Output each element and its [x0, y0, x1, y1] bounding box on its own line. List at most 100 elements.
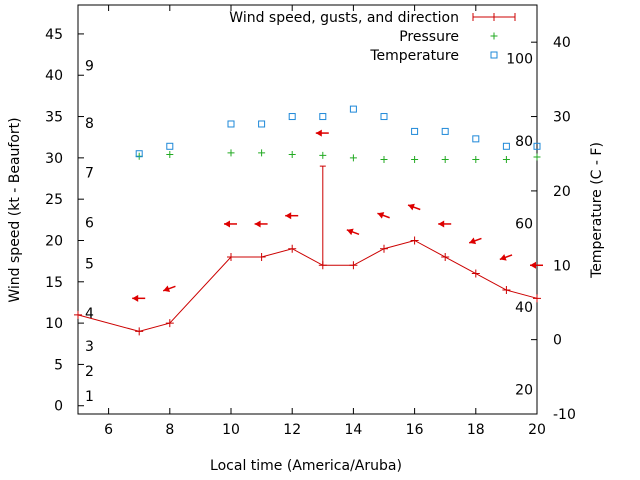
wind-point [257, 253, 266, 262]
fahrenheit-label: 40 [515, 300, 533, 316]
fahrenheit-label: 80 [515, 134, 533, 150]
y-right-tick-label: 0 [553, 333, 562, 349]
beaufort-label: 4 [85, 306, 94, 322]
wind-arrow-head [499, 254, 507, 261]
left-axis-ticks: 0 5 10 15 20 25 30 35 40 45 [45, 27, 84, 415]
x-tick-label: 16 [406, 422, 424, 438]
temperature-point [258, 120, 266, 128]
temperature-point [380, 113, 388, 121]
fahrenheit-label: 20 [515, 382, 533, 398]
legend-label: Temperature [369, 48, 459, 64]
legend-label: Wind speed, gusts, and direction [229, 10, 459, 26]
fahrenheit-label: 100 [506, 52, 533, 68]
x-tick-label: 14 [344, 422, 362, 438]
wind-direction-arrow [285, 212, 299, 220]
temperature-point [135, 150, 143, 158]
wind-direction-arrow [224, 220, 237, 228]
beaufort-label: 6 [85, 215, 94, 231]
pressure-point [319, 151, 327, 159]
pressure-point [288, 151, 296, 159]
wind-arrow-head [254, 220, 261, 228]
wind-arrow-head [224, 220, 230, 228]
pressure-point [166, 151, 174, 159]
temperature-point [411, 127, 419, 135]
y-left-tick-label: 45 [45, 27, 63, 43]
wind-speed-line [77, 239, 538, 332]
wind-direction-arrow [315, 129, 329, 137]
wind-point [471, 269, 480, 278]
beaufort-label: 1 [85, 389, 94, 405]
y-right-tick-label: 40 [553, 35, 571, 51]
wind-direction-arrow [468, 237, 482, 245]
wind-point [380, 244, 388, 253]
legend: Wind speed, gusts, and direction Pressure… [229, 10, 516, 64]
wind-point [165, 319, 174, 328]
legend-label: Pressure [399, 29, 459, 45]
wind-point [533, 294, 541, 303]
x-tick-label: 20 [528, 422, 546, 438]
fahrenheit-labels: 20 40 60 80 100 [506, 52, 533, 399]
wind-point [288, 244, 297, 253]
y-left-tick-label: 25 [45, 192, 63, 208]
pressure-point [258, 149, 266, 157]
temperature-point [288, 113, 296, 121]
wind-point [349, 261, 358, 270]
temperature-point [349, 105, 357, 113]
beaufort-label: 3 [85, 339, 94, 355]
series [74, 105, 543, 336]
y-left-tick-label: 35 [45, 110, 63, 126]
y-right-tick-label: -10 [553, 407, 576, 423]
wind-arrow-head [530, 261, 536, 269]
wind-direction-arrow [162, 285, 176, 293]
wind-point [410, 236, 419, 245]
wind-direction-arrow [438, 220, 452, 228]
x-tick-label: 12 [283, 422, 301, 438]
wind-direction-arrow [499, 254, 513, 261]
x-axis-label: Local time (America/Aruba) [210, 458, 402, 474]
beaufort-label: 2 [85, 364, 94, 380]
y-left-tick-label: 30 [45, 151, 63, 167]
pressure-point [533, 153, 541, 161]
plot-frame [77, 4, 538, 415]
x-tick-label: 10 [222, 422, 240, 438]
wind-arrow-head [438, 220, 445, 228]
y-axis-label-left: Wind speed (kt - Beaufort) [7, 117, 23, 302]
legend-wind-ticks [472, 13, 516, 21]
pressure-point [502, 156, 510, 164]
wind-direction-arrow [346, 228, 360, 236]
x-tick-label: 6 [104, 422, 113, 438]
temperature-point [472, 135, 480, 143]
wind-arrow-head [285, 212, 292, 220]
beaufort-label: 8 [85, 116, 94, 132]
pressure-point [411, 156, 419, 164]
wind-arrow-head [315, 129, 322, 137]
right-axis-ticks: -10 0 10 20 30 40 [531, 35, 576, 423]
wind-point [502, 286, 511, 295]
beaufort-label: 7 [85, 166, 94, 182]
wind-arrow-head [408, 203, 415, 211]
wind-point [441, 253, 450, 262]
y-right-tick-label: 30 [553, 110, 571, 126]
temperature-point [227, 120, 235, 128]
y-left-tick-label: 10 [45, 316, 63, 332]
pressure-point [227, 149, 235, 157]
y-right-tick-label: 10 [553, 258, 571, 274]
temperature-point [441, 127, 449, 135]
wind-direction-arrow [254, 220, 268, 228]
wind-direction-arrow [407, 203, 421, 211]
wind-point [74, 310, 82, 319]
pressure-point [380, 156, 388, 164]
y-right-tick-label: 20 [553, 184, 571, 200]
beaufort-label: 9 [85, 58, 94, 74]
beaufort-labels: 1 2 3 4 5 6 7 8 9 [85, 58, 94, 405]
y-left-tick-label: 40 [45, 68, 63, 84]
x-tick-label: 18 [467, 422, 485, 438]
y-left-tick-label: 5 [54, 357, 63, 373]
wind-direction-arrow [377, 212, 390, 219]
x-axis-ticks: 6 8 10 12 14 16 18 20 [104, 5, 546, 438]
wind-gust-bar [319, 165, 326, 266]
y-left-tick-label: 15 [45, 275, 63, 291]
wind-point [135, 327, 144, 336]
x-tick-label: 8 [165, 422, 174, 438]
wind-direction-arrow [530, 261, 543, 269]
